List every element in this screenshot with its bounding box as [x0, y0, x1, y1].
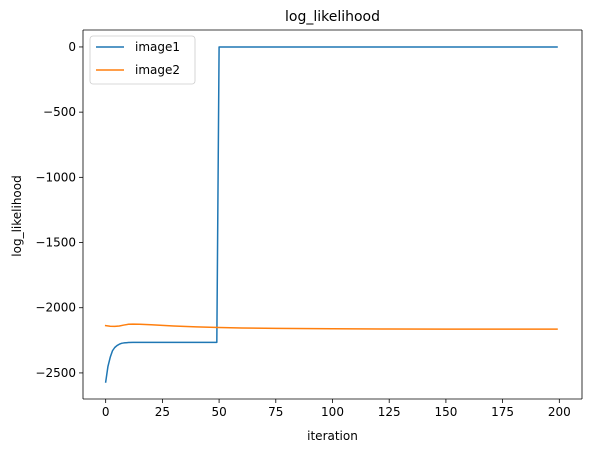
x-tick-label: 50: [211, 405, 226, 419]
y-tick-label: −500: [43, 105, 76, 119]
x-tick-label: 0: [102, 405, 110, 419]
x-tick-label: 175: [491, 405, 514, 419]
y-tick-label: −2000: [35, 301, 76, 315]
series-line-image2: [104, 323, 558, 330]
chart-title: log_likelihood: [285, 9, 380, 25]
legend: image1 image2: [89, 35, 196, 85]
x-tick-label: 75: [268, 405, 283, 419]
legend-label-image2: image2: [135, 63, 180, 77]
x-tick-label: 200: [548, 405, 571, 419]
x-ticks: 0 25 50 75 100 125 150 175 200: [102, 399, 571, 419]
legend-label-image1: image1: [135, 40, 180, 54]
y-tick-label: −1500: [35, 236, 76, 250]
x-tick-label: 150: [434, 405, 457, 419]
x-tick-label: 25: [155, 405, 170, 419]
y-tick-label: 0: [68, 40, 76, 54]
y-axis-label: log_likelihood: [10, 175, 24, 256]
legend-box: [89, 35, 196, 85]
series-line-image1: [104, 46, 558, 383]
y-tick-label: −1000: [35, 170, 76, 184]
x-axis-label: iteration: [307, 429, 358, 443]
x-tick-label: 100: [321, 405, 344, 419]
x-tick-label: 125: [378, 405, 401, 419]
plot-area: [83, 30, 582, 399]
series-layer: [104, 46, 558, 383]
y-tick-label: −2500: [35, 366, 76, 380]
y-ticks: 0 −500 −1000 −1500 −2000 −2500: [35, 40, 83, 380]
